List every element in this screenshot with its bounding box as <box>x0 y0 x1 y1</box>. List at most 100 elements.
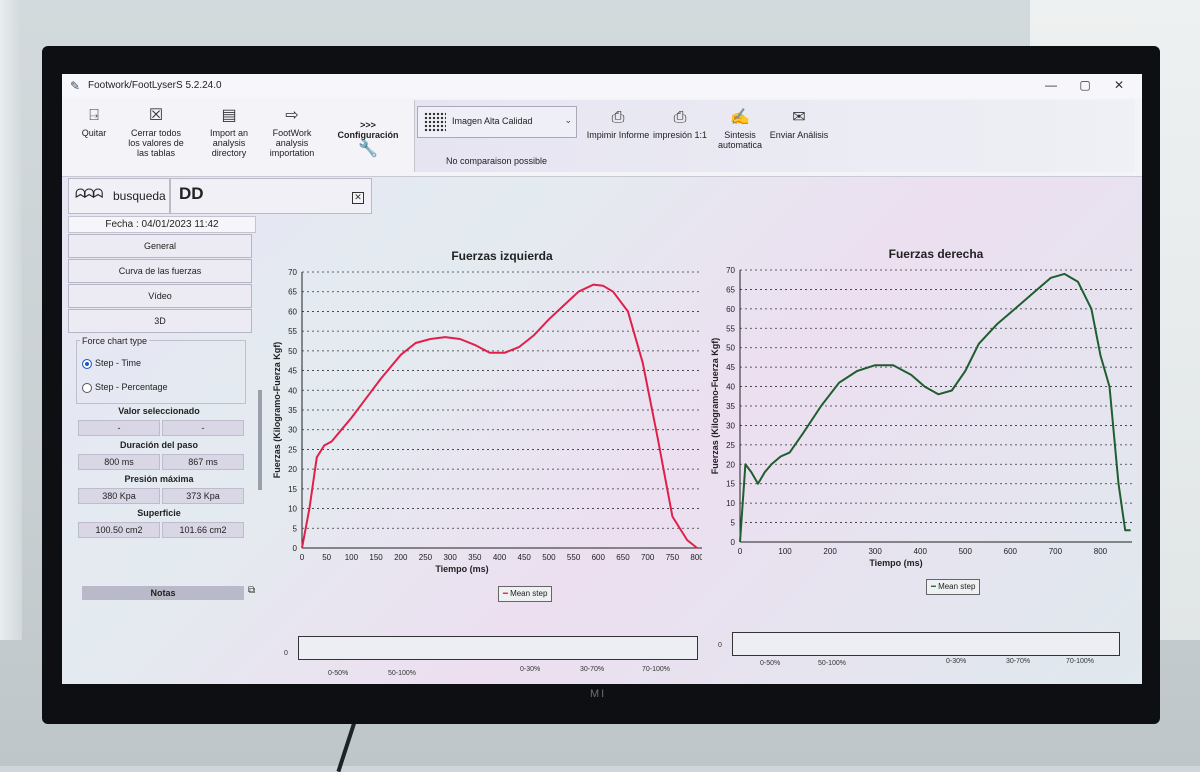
footprints-icon: ᗣᗣᗣ <box>75 186 103 201</box>
tab-feet-analysis[interactable]: DD <box>170 178 372 214</box>
y-tick-label: 50 <box>726 344 735 353</box>
y-tick-label: 25 <box>288 445 297 454</box>
send-analysis-button[interactable]: ✉ Enviar Análisis <box>764 108 834 140</box>
x-tick-label: 200 <box>394 553 408 562</box>
phase-label: 30-70% <box>580 666 605 673</box>
legend-line-icon: ━ <box>503 589 508 598</box>
toolbar: ⍈ Quitar ☒ Cerrar todos los valores de l… <box>62 98 1142 177</box>
nav-3d[interactable]: 3D <box>68 309 252 333</box>
x-tick-label: 650 <box>616 553 630 562</box>
y-tick-label: 55 <box>288 327 297 336</box>
x-axis-label: Tiempo (ms) <box>869 558 922 568</box>
wall-frame-left <box>0 0 22 640</box>
left-phase-strip[interactable] <box>298 636 698 660</box>
y-axis-label: Fuerzas (Kilogramo-Fuerza Kgf) <box>272 342 282 479</box>
y-tick-label: 10 <box>288 505 297 514</box>
chart-title: Fuerzas derecha <box>889 247 984 261</box>
y-tick-label: 35 <box>726 402 735 411</box>
quality-select[interactable]: Imagen Alta Calidad ⌄ <box>417 106 577 138</box>
panel-tabs: ᗣᗣᗣ busqueda DD <box>62 178 382 214</box>
signature-pen-icon: ✍ <box>730 109 750 126</box>
footwork-import-button[interactable]: ⇨ FootWork analysis importation <box>262 106 322 158</box>
left-legend: ━ Mean step <box>498 586 553 602</box>
x-tick-label: 50 <box>322 553 331 562</box>
selected-value-heading: Valor seleccionado <box>118 406 200 416</box>
left-strip-zero: 0 <box>284 650 288 657</box>
close-box-icon: ☒ <box>148 107 164 124</box>
title-bar: ✎ Footwork/FootLyserS 5.2.24.0 — ▢ ✕ <box>62 74 1142 98</box>
feet-logo-icon: DD <box>179 184 204 203</box>
chevron-down-icon: ⌄ <box>564 115 572 125</box>
close-button[interactable]: ✕ <box>1113 78 1125 92</box>
print-1to1-button[interactable]: ⎙ impresión 1:1 <box>648 108 712 140</box>
x-tick-label: 450 <box>518 553 532 562</box>
phase-label: 50-100% <box>388 670 417 677</box>
right-force-chart: Fuerzas derecha 0 5 10 15 20 25 30 35 40 45 50 55 60 6… <box>710 247 1132 568</box>
phase-label: 0-50% <box>760 660 781 667</box>
x-tick-label: 500 <box>542 553 556 562</box>
y-tick-label: 15 <box>726 480 735 489</box>
right-phase-strip[interactable] <box>732 632 1120 656</box>
wrench-icon: 🔧 <box>358 141 378 158</box>
y-tick-label: 20 <box>288 465 297 474</box>
y-tick-label: 30 <box>288 426 297 435</box>
compare-status: No comparaison possible <box>446 156 548 166</box>
synthesis-button[interactable]: ✍ Sintesis automatica <box>712 108 768 150</box>
y-tick-label: 0 <box>731 538 736 547</box>
y-tick-label: 70 <box>288 268 297 277</box>
envelope-icon: ✉ <box>792 109 806 126</box>
x-tick-label: 350 <box>468 553 482 562</box>
minimize-button[interactable]: — <box>1045 78 1057 92</box>
nav-video[interactable]: Vídeo <box>68 284 252 308</box>
surface-heading: Superficie <box>137 508 181 518</box>
y-tick-label: 0 <box>293 544 298 553</box>
nav-force-curve[interactable]: Curva de las fuerzas <box>68 259 252 283</box>
phase-label: 30-70% <box>1006 658 1031 665</box>
x-tick-label: 250 <box>419 553 433 562</box>
configuration-button[interactable]: >>> Configuración 🔧 <box>330 120 406 162</box>
y-tick-label: 5 <box>293 524 298 533</box>
y-tick-label: 45 <box>726 363 735 372</box>
surface-right: 101.66 cm2 <box>162 522 244 538</box>
tab-search[interactable]: ᗣᗣᗣ busqueda <box>68 178 170 214</box>
import-directory-button[interactable]: ▤ Import an analysis directory <box>200 106 258 158</box>
date-display: Fecha : 04/01/2023 11:42 <box>68 216 256 233</box>
y-tick-label: 40 <box>288 386 297 395</box>
import-folder-icon: ▤ <box>221 107 237 124</box>
y-tick-label: 50 <box>288 347 297 356</box>
phase-label: 70-100% <box>1066 658 1095 665</box>
y-tick-label: 25 <box>726 441 735 450</box>
x-tick-label: 800 <box>1094 547 1108 556</box>
selected-value-left: - <box>78 420 160 436</box>
x-axis-label: Tiempo (ms) <box>435 564 488 574</box>
surface-left: 100.50 cm2 <box>78 522 160 538</box>
radio-unselected-icon <box>82 382 92 393</box>
panel-splitter[interactable] <box>258 390 262 490</box>
notes-bar[interactable]: Notas <box>82 586 244 600</box>
force-chart-type-label: Force chart type <box>80 336 150 346</box>
app-window: ✎ Footwork/FootLyserS 5.2.24.0 — ▢ ✕ ⍈ Q… <box>62 74 1142 684</box>
maximize-button[interactable]: ▢ <box>1079 78 1091 92</box>
force-chart-type-group <box>76 340 246 404</box>
left-panel: Fecha : 04/01/2023 11:42 General Curva d… <box>68 216 262 684</box>
quit-button[interactable]: ⍈ Quitar <box>74 106 114 138</box>
radio-step-time[interactable]: Step - Time <box>82 358 141 369</box>
y-tick-label: 55 <box>726 324 735 333</box>
y-tick-label: 65 <box>726 285 735 294</box>
y-tick-label: 30 <box>726 421 735 430</box>
nav-general[interactable]: General <box>68 234 252 258</box>
y-tick-label: 35 <box>288 406 297 415</box>
x-tick-label: 700 <box>641 553 655 562</box>
exit-icon: ⍈ <box>89 107 99 124</box>
close-panel-button[interactable]: ✕ <box>352 192 364 204</box>
radio-step-percentage[interactable]: Step - Percentage <box>82 382 168 393</box>
print-report-button[interactable]: ⎙ Impimir Informe <box>582 108 654 140</box>
phase-label: 50-100% <box>818 660 847 667</box>
chart-title: Fuerzas izquierda <box>451 249 553 263</box>
footprint-arrow-icon: ⇨ <box>285 107 299 124</box>
close-all-button[interactable]: ☒ Cerrar todos los valores de las tablas <box>124 106 188 158</box>
expand-notes-icon[interactable]: ⧉ <box>248 585 256 596</box>
x-tick-label: 500 <box>959 547 973 556</box>
app-icon: ✎ <box>70 79 81 93</box>
y-tick-label: 60 <box>726 305 735 314</box>
